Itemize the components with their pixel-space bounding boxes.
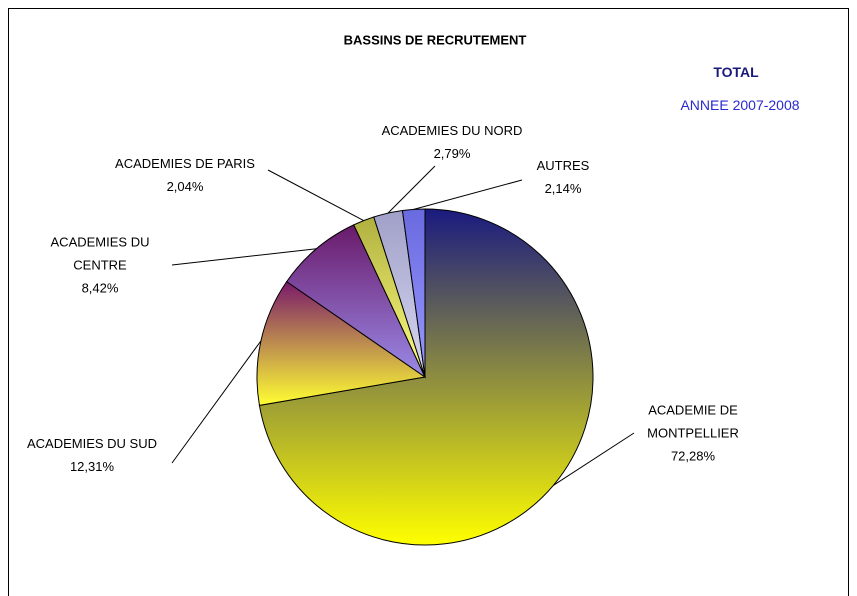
chart-title: BASSINS DE RECRUTEMENT: [343, 32, 527, 48]
value-label: 8,42%: [81, 280, 119, 296]
category-label: ACADEMIES DE PARIS: [115, 156, 255, 171]
slice-label: ACADEMIES DE PARIS 2,04%: [90, 152, 280, 198]
value-label: 2,04%: [166, 179, 204, 194]
category-label: ACADEMIES DU NORD: [381, 123, 523, 138]
category-label: ACADEMIE DE MONTPELLIER: [647, 402, 739, 441]
pie-slice: [258, 208, 594, 546]
annotation: ANNEE 2007-2008: [680, 97, 800, 113]
slice-label: ACADEMIES DU NORD 2,79%: [357, 119, 547, 165]
pie-slice: [256, 280, 427, 406]
leader-line: [553, 432, 635, 486]
slice-label: ACADEMIE DE MONTPELLIER 72,28%: [638, 399, 748, 468]
chart-subtitle: TOTAL: [713, 64, 759, 80]
value-label: 2,14%: [544, 181, 582, 196]
leader-line: [387, 165, 436, 214]
pie-slice: [285, 224, 427, 379]
leader-line: [267, 169, 364, 222]
slice-label: AUTRES 2,14%: [518, 154, 608, 200]
category-label: ACADEMIES DU SUD: [26, 436, 158, 451]
pie-slice: [401, 208, 426, 378]
value-label: 72,28%: [670, 448, 716, 464]
slice-label: ACADEMIES DU CENTRE 8,42%: [45, 231, 155, 300]
category-label: ACADEMIES DU CENTRE: [50, 234, 150, 273]
value-label: 2,79%: [433, 146, 471, 161]
category-label: AUTRES: [536, 158, 590, 173]
leader-line: [171, 340, 262, 464]
slice-label: ACADEMIES DU SUD 12,31%: [12, 432, 172, 478]
leader-line: [413, 179, 523, 210]
leader-line: [171, 248, 317, 266]
value-label: 12,31%: [69, 459, 115, 474]
